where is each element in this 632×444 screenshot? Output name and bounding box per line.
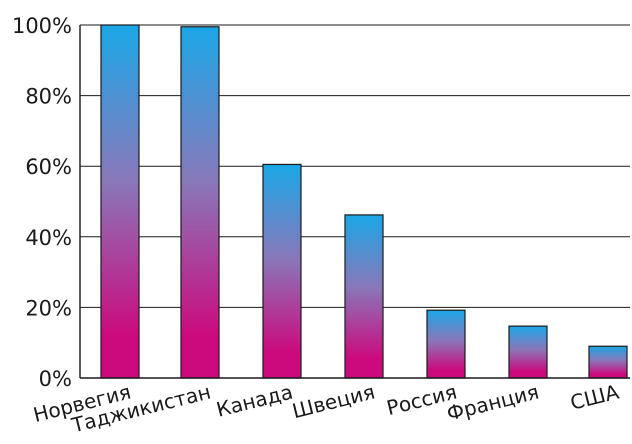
y-tick-label: 20%	[25, 296, 72, 320]
bar-3	[262, 163, 302, 379]
y-tick-label: 100%	[12, 14, 72, 38]
y-tick-label: 0%	[39, 367, 72, 391]
axes	[79, 25, 630, 379]
bar-5	[426, 309, 466, 379]
x-category-label: Швеция	[290, 380, 377, 424]
bar-1	[100, 24, 140, 379]
y-tick-label: 80%	[25, 85, 72, 109]
y-axis-tick-labels: 0% 20% 40% 60% 80% 100%	[12, 14, 72, 391]
bar-2	[180, 26, 220, 379]
bar-6	[508, 325, 548, 379]
gridlines	[80, 24, 630, 308]
bar-4	[344, 214, 384, 379]
x-category-label: Франция	[444, 380, 541, 426]
y-tick-label: 40%	[25, 226, 72, 250]
bar-7	[588, 345, 628, 379]
x-category-label: Канада	[214, 380, 295, 422]
y-tick-label: 60%	[25, 155, 72, 179]
bars	[100, 24, 628, 379]
x-category-label: США	[568, 379, 622, 414]
